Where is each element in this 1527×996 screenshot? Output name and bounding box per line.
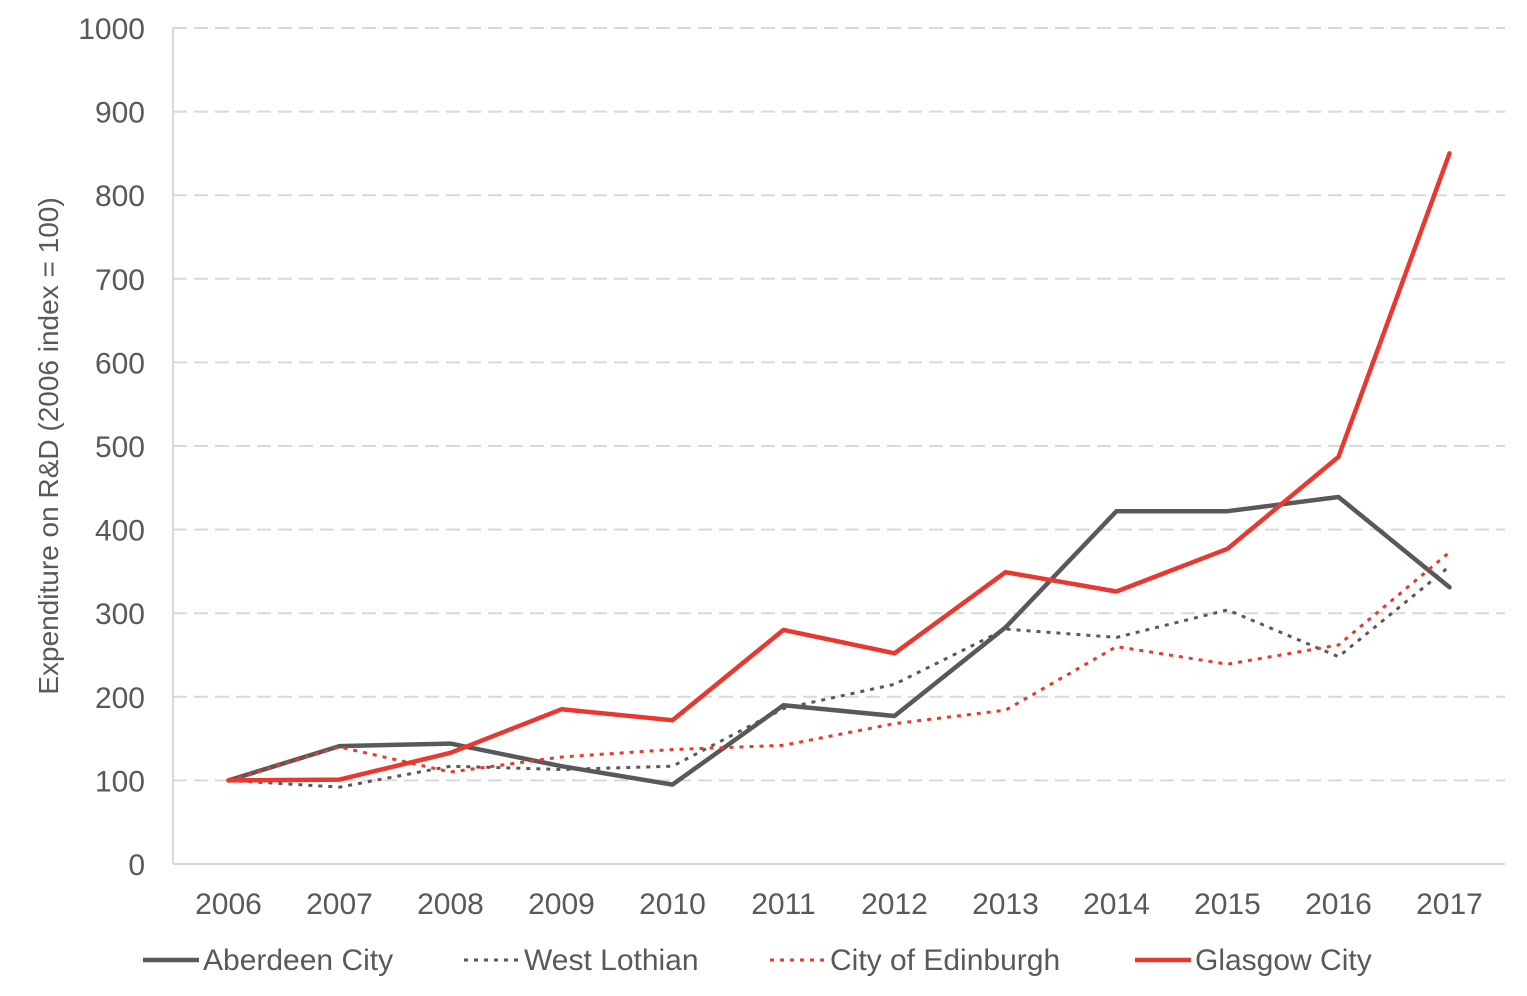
x-tick-label: 2006	[195, 888, 262, 921]
y-tick-labels: 0 100 200 300 400 500 600 700 800 900 1000	[78, 13, 145, 882]
series-line-city-of-edinburgh	[228, 551, 1451, 782]
series-line-aberdeen-city	[226, 494, 1452, 787]
series-lines	[226, 151, 1452, 789]
y-tick-label: 700	[95, 264, 145, 297]
x-tick-label: 2014	[1083, 888, 1150, 921]
x-tick-label: 2007	[306, 888, 373, 921]
legend: Aberdeen City West Lothian City of Edinbur…	[143, 944, 1372, 977]
x-tick-label: 2015	[1194, 888, 1261, 921]
y-tick-label: 1000	[78, 13, 145, 46]
y-tick-label: 200	[95, 682, 145, 715]
x-tick-label: 2009	[528, 888, 595, 921]
x-tick-label: 2010	[639, 888, 706, 921]
x-tick-label: 2017	[1416, 888, 1483, 921]
y-tick-label: 900	[95, 97, 145, 130]
legend-label: City of Edinburgh	[830, 944, 1060, 977]
y-tick-label: 100	[95, 765, 145, 798]
x-tick-labels: 2006 2007 2008 2009 2010 2011 2012 2013 2014 2015…	[195, 888, 1483, 921]
y-tick-label: 800	[95, 180, 145, 213]
y-tick-label: 400	[95, 515, 145, 548]
x-tick-label: 2013	[972, 888, 1039, 921]
x-tick-label: 2012	[861, 888, 928, 921]
legend-label: Aberdeen City	[203, 944, 393, 977]
y-tick-label: 600	[95, 347, 145, 380]
y-tick-label: 0	[128, 849, 145, 882]
x-tick-label: 2011	[751, 888, 816, 921]
axes	[172, 28, 1505, 865]
series-line-glasgow-city	[226, 151, 1452, 783]
x-tick-label: 2016	[1305, 888, 1372, 921]
y-tick-label: 500	[95, 431, 145, 464]
x-tick-label: 2008	[417, 888, 484, 921]
y-tick-label: 300	[95, 598, 145, 631]
legend-label: Glasgow City	[1195, 944, 1372, 977]
gridlines	[173, 27, 1505, 782]
series-line-west-lothian	[228, 565, 1451, 789]
y-axis-label: Expenditure on R&D (2006 index = 100)	[33, 197, 64, 694]
legend-label: West Lothian	[524, 944, 699, 977]
